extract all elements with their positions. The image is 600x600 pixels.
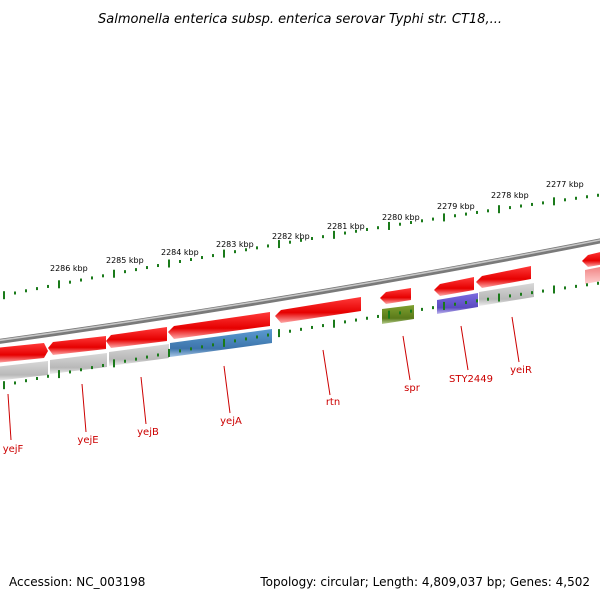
kbp-label-2286: 2286 kbp — [50, 264, 88, 273]
genome-summary-text: Topology: circular; Length: 4,809,037 bp… — [259, 575, 590, 589]
gene-arrow-yeiR-fwd[interactable] — [476, 266, 531, 288]
gene-arrow-yejA[interactable] — [168, 312, 270, 339]
gene-arrow-spr[interactable] — [380, 288, 411, 304]
gene-label-yejA[interactable]: yejA — [220, 416, 242, 427]
gene-label-spr[interactable]: spr — [404, 383, 421, 394]
gene-block-purple[interactable] — [437, 293, 478, 314]
accession-text: Accession: NC_003198 — [9, 575, 145, 589]
reverse-genes — [0, 266, 600, 381]
gene-leader-lines — [7, 316, 520, 441]
scale-track — [3, 193, 599, 300]
backbone — [0, 238, 600, 344]
gene-block-gray-3[interactable] — [109, 344, 169, 366]
kbp-label-2281: 2281 kbp — [327, 222, 365, 231]
kbp-label-2283: 2283 kbp — [216, 240, 254, 249]
gene-arrow-yejF-fwd[interactable] — [0, 343, 48, 363]
gene-arrow-edge[interactable] — [582, 251, 600, 267]
map-title: Salmonella enterica subsp. enterica sero… — [98, 12, 502, 27]
kbp-label-2278: 2278 kbp — [491, 191, 529, 200]
gene-label-rtn[interactable]: rtn — [326, 397, 340, 408]
gene-arrow-STY2449-fwd[interactable] — [434, 277, 474, 296]
gene-labels: yejF yejE yejB yejA rtn spr STY2449 yeiR — [3, 365, 532, 455]
gene-arrow-yejB[interactable] — [106, 327, 167, 348]
gene-label-yejB[interactable]: yejB — [137, 427, 159, 438]
kbp-label-2285: 2285 kbp — [106, 256, 144, 265]
scale-labels: 2286 kbp 2285 kbp 2284 kbp 2283 kbp 2282… — [50, 180, 584, 273]
kbp-label-2277: 2277 kbp — [546, 180, 584, 189]
kbp-label-2279: 2279 kbp — [437, 202, 475, 211]
forward-genes — [0, 251, 600, 363]
gene-block-olive[interactable] — [382, 305, 414, 324]
gene-label-STY2449[interactable]: STY2449 — [449, 374, 493, 385]
gene-block-blue[interactable] — [170, 329, 272, 357]
gene-block-gray-4[interactable] — [479, 283, 534, 306]
inner-tick-track — [3, 281, 599, 390]
gene-block-gray-1[interactable] — [0, 361, 48, 381]
gene-label-yejF[interactable]: yejF — [3, 444, 24, 455]
gene-label-yejE[interactable]: yejE — [77, 435, 98, 446]
kbp-label-2280: 2280 kbp — [382, 213, 420, 222]
gene-arrow-rtn[interactable] — [275, 297, 361, 323]
gene-label-yeiR[interactable]: yeiR — [510, 365, 532, 376]
kbp-label-2282: 2282 kbp — [272, 232, 310, 241]
gene-block-pink[interactable] — [585, 266, 600, 284]
gene-arrow-yejE[interactable] — [48, 336, 106, 355]
kbp-label-2284: 2284 kbp — [161, 248, 199, 257]
